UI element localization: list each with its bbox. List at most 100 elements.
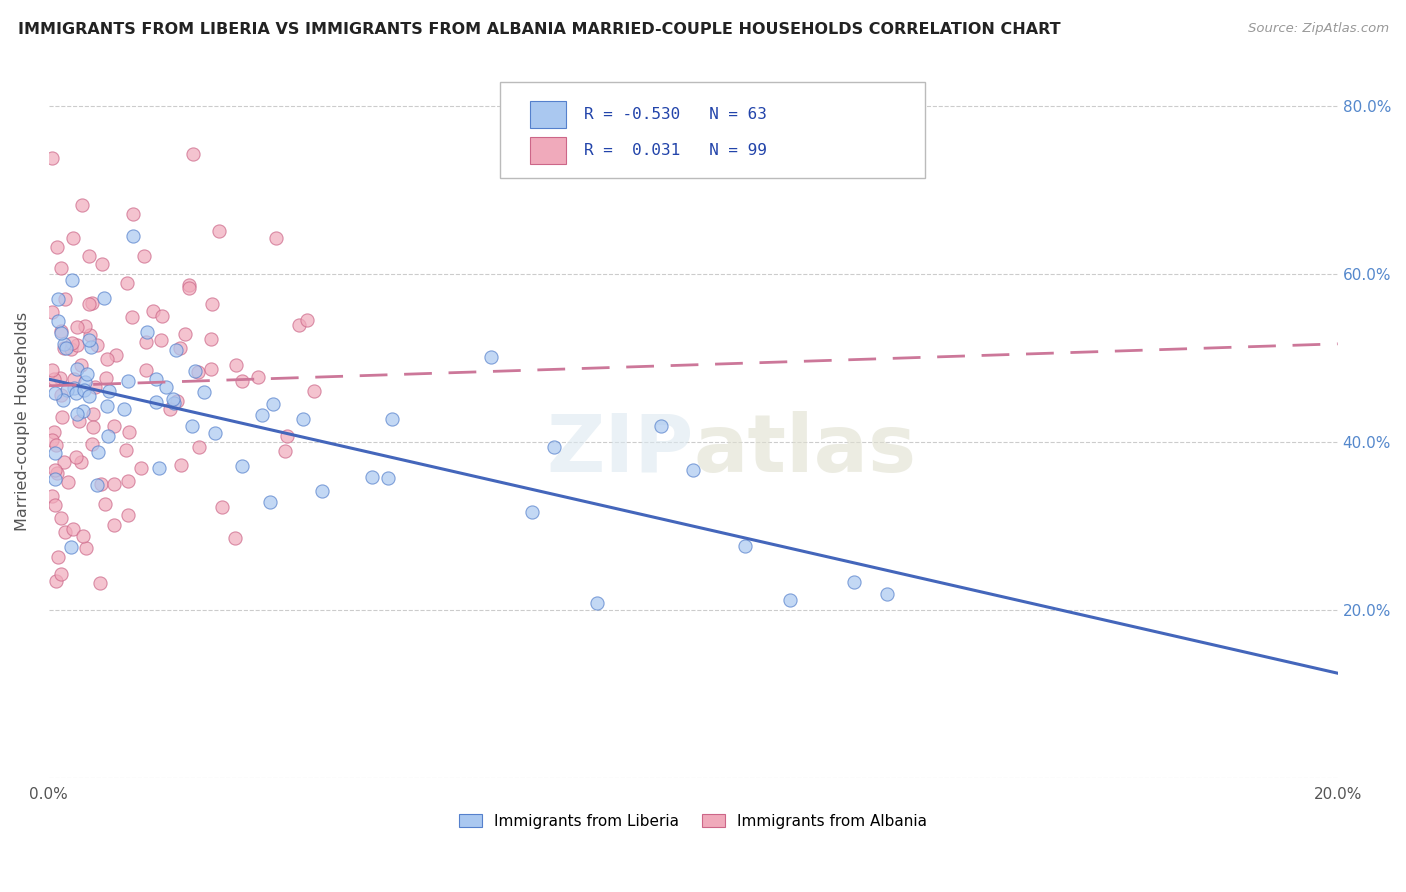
Point	[44, 462, 66, 476]
Point	[94, 497, 117, 511]
Point	[77, 249, 100, 263]
Point	[41, 433, 63, 447]
Point	[844, 574, 866, 589]
Point	[62, 381, 84, 395]
Point	[682, 463, 704, 477]
Point	[163, 396, 186, 410]
Point	[187, 365, 209, 379]
Point	[82, 407, 104, 421]
Point	[297, 312, 319, 326]
Point	[90, 477, 112, 491]
Point	[274, 444, 297, 458]
Point	[82, 296, 104, 310]
Point	[479, 351, 502, 365]
Point	[292, 412, 315, 426]
Point	[252, 408, 274, 422]
Point	[96, 352, 118, 367]
Y-axis label: Married-couple Households: Married-couple Households	[15, 311, 30, 531]
Point	[650, 419, 672, 434]
Point	[94, 371, 117, 385]
Point	[82, 419, 104, 434]
Point	[377, 470, 399, 484]
Point	[44, 498, 66, 512]
Text: IMMIGRANTS FROM LIBERIA VS IMMIGRANTS FROM ALBANIA MARRIED-COUPLE HOUSEHOLDS COR: IMMIGRANTS FROM LIBERIA VS IMMIGRANTS FR…	[18, 22, 1062, 37]
Point	[41, 362, 63, 376]
Point	[41, 152, 63, 166]
Point	[45, 438, 67, 452]
Legend: Immigrants from Liberia, Immigrants from Albania: Immigrants from Liberia, Immigrants from…	[453, 807, 934, 835]
Point	[69, 359, 91, 373]
Point	[87, 444, 110, 458]
Point	[103, 477, 125, 491]
Point	[44, 446, 66, 460]
Point	[170, 458, 193, 473]
Point	[162, 392, 184, 406]
Point	[49, 370, 72, 384]
Point	[259, 495, 281, 509]
Point	[166, 394, 188, 409]
Point	[520, 504, 543, 518]
Point	[60, 336, 83, 351]
Point	[41, 305, 63, 319]
Point	[96, 399, 118, 413]
Point	[231, 458, 253, 473]
Point	[62, 522, 84, 536]
Point	[122, 207, 145, 221]
Point	[46, 314, 69, 328]
Point	[184, 364, 207, 378]
Point	[49, 511, 72, 525]
Point	[66, 362, 89, 376]
Point	[145, 372, 167, 386]
Point	[211, 500, 233, 514]
Point	[52, 341, 75, 355]
Point	[200, 361, 222, 376]
Point	[67, 414, 90, 428]
Point	[63, 372, 86, 386]
Point	[311, 483, 333, 498]
Point	[150, 309, 173, 323]
Point	[86, 478, 108, 492]
Point	[46, 467, 69, 481]
Point	[135, 325, 157, 339]
Point	[117, 508, 139, 522]
Point	[876, 587, 898, 601]
Point	[49, 387, 72, 401]
Point	[62, 273, 84, 287]
Point	[169, 341, 191, 355]
Point	[181, 146, 204, 161]
Point	[44, 472, 66, 486]
Point	[103, 517, 125, 532]
Point	[45, 240, 67, 254]
Point	[77, 389, 100, 403]
Point	[41, 489, 63, 503]
Point	[200, 332, 222, 346]
Point	[734, 540, 756, 554]
Point	[60, 342, 83, 356]
Point	[224, 531, 246, 545]
Point	[49, 260, 72, 275]
Point	[201, 296, 224, 310]
Point	[72, 404, 94, 418]
Point	[276, 429, 298, 443]
Point	[204, 426, 226, 441]
Point	[142, 303, 165, 318]
Point	[132, 249, 155, 263]
Point	[122, 228, 145, 243]
Point	[174, 326, 197, 341]
Point	[262, 397, 284, 411]
Point	[779, 593, 801, 607]
Point	[53, 337, 76, 351]
Text: R =  0.031   N = 99: R = 0.031 N = 99	[583, 143, 766, 158]
Point	[53, 525, 76, 540]
Point	[118, 425, 141, 440]
Point	[247, 370, 270, 384]
Point	[97, 428, 120, 442]
Point	[361, 470, 384, 484]
Point	[585, 597, 607, 611]
Point	[55, 341, 77, 355]
Point	[89, 575, 111, 590]
Point	[51, 566, 73, 581]
Point	[72, 529, 94, 543]
Point	[97, 384, 120, 398]
Text: ZIP: ZIP	[546, 410, 693, 489]
